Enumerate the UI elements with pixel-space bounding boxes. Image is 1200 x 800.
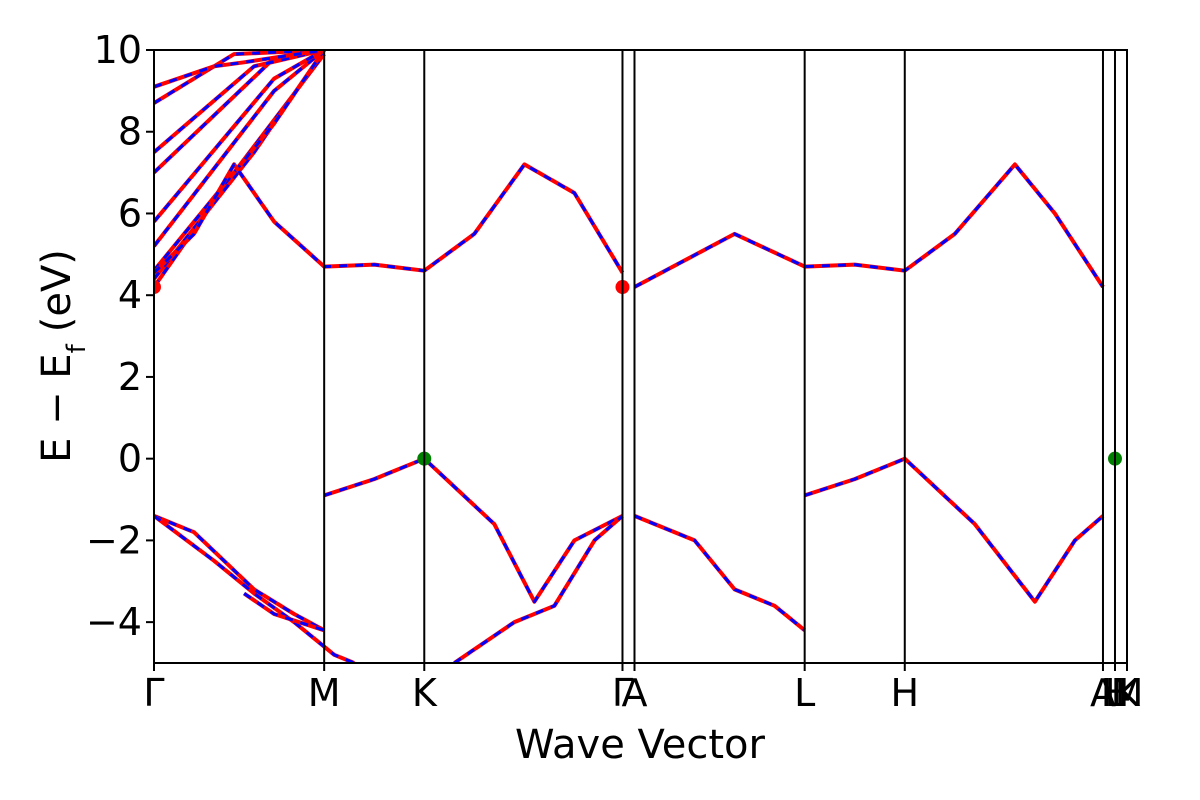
x-tick-label-4: A (621, 671, 647, 715)
band-9-dashed (154, 162, 624, 274)
x-tick-label-7: A (1090, 671, 1116, 715)
band-15-dashed (633, 162, 1105, 289)
band-16-solid (633, 514, 806, 632)
x-tick-label-6: H (890, 671, 919, 715)
band-14 (453, 514, 624, 663)
band-2-solid (154, 50, 326, 272)
band-13-solid (323, 456, 624, 604)
svg-text:E − Ef(eV): E − Ef (eV) (34, 249, 92, 463)
band-13-dashed (323, 457, 624, 604)
y-tick-label-7: 10 (94, 28, 142, 72)
band-11-dashed (154, 514, 355, 663)
band-8-dashed (154, 50, 325, 89)
band-16-dashed (633, 514, 806, 632)
y-tick-label-6: 8 (118, 110, 142, 154)
cbm-marker-2 (154, 280, 161, 295)
band-3-dashed (154, 50, 326, 248)
axes-frame (153, 49, 1128, 664)
y-tick-label-5: 6 (118, 191, 142, 235)
band-8 (154, 50, 325, 89)
y-axis-ticks: −4 −2 0 2 4 6 8 10 (86, 28, 154, 644)
plot-frame (153, 49, 1128, 664)
y-tick-label-3: 2 (118, 355, 142, 399)
band-12-solid (242, 591, 325, 633)
band-3 (154, 50, 326, 248)
band-4 (154, 50, 326, 223)
band-13 (323, 456, 624, 604)
y-axis-label: E − Ef (eV) (34, 249, 92, 463)
band-15-solid (633, 162, 1105, 289)
band-15 (633, 162, 1105, 289)
y-tick-label-0: −4 (86, 600, 142, 644)
x-tick-label-3: Γ (612, 671, 633, 715)
x-tick-label-9: M (1111, 671, 1144, 715)
x-axis-label: Wave Vector (515, 722, 766, 768)
band-17-dashed (804, 457, 1104, 604)
band-16 (633, 514, 806, 632)
y-tick-label-4: 4 (118, 273, 142, 317)
band-17 (804, 456, 1105, 604)
band-12 (242, 591, 325, 633)
x-tick-label-1: M (308, 671, 341, 715)
x-tick-label-0: Γ (143, 671, 164, 715)
band-11 (154, 514, 355, 663)
x-tick-label-5: L (794, 671, 815, 715)
band-17-solid (804, 456, 1105, 604)
band-9 (154, 162, 625, 275)
band-7-solid (154, 50, 325, 105)
y-axis-label-main: E − E (34, 353, 80, 463)
band-4-dashed (154, 50, 325, 223)
x-tick-label-10: H (1101, 671, 1130, 715)
x-tick-label-8: L (1104, 671, 1125, 715)
band-10 (154, 514, 326, 633)
band-2 (154, 50, 326, 272)
y-tick-label-2: 0 (118, 437, 142, 481)
band-12-dashed (243, 592, 325, 632)
y-axis-label-sub: f (62, 343, 92, 353)
k-point-lines (323, 50, 1116, 663)
band-14-dashed (453, 514, 624, 663)
x-tick-label-11: K (1115, 671, 1141, 715)
y-tick-label-1: −2 (86, 518, 142, 562)
x-tick-label-2: K (412, 671, 438, 715)
band-7 (154, 50, 325, 105)
y-axis-label-unit: (eV) (34, 249, 80, 332)
band-10-solid (154, 514, 326, 633)
